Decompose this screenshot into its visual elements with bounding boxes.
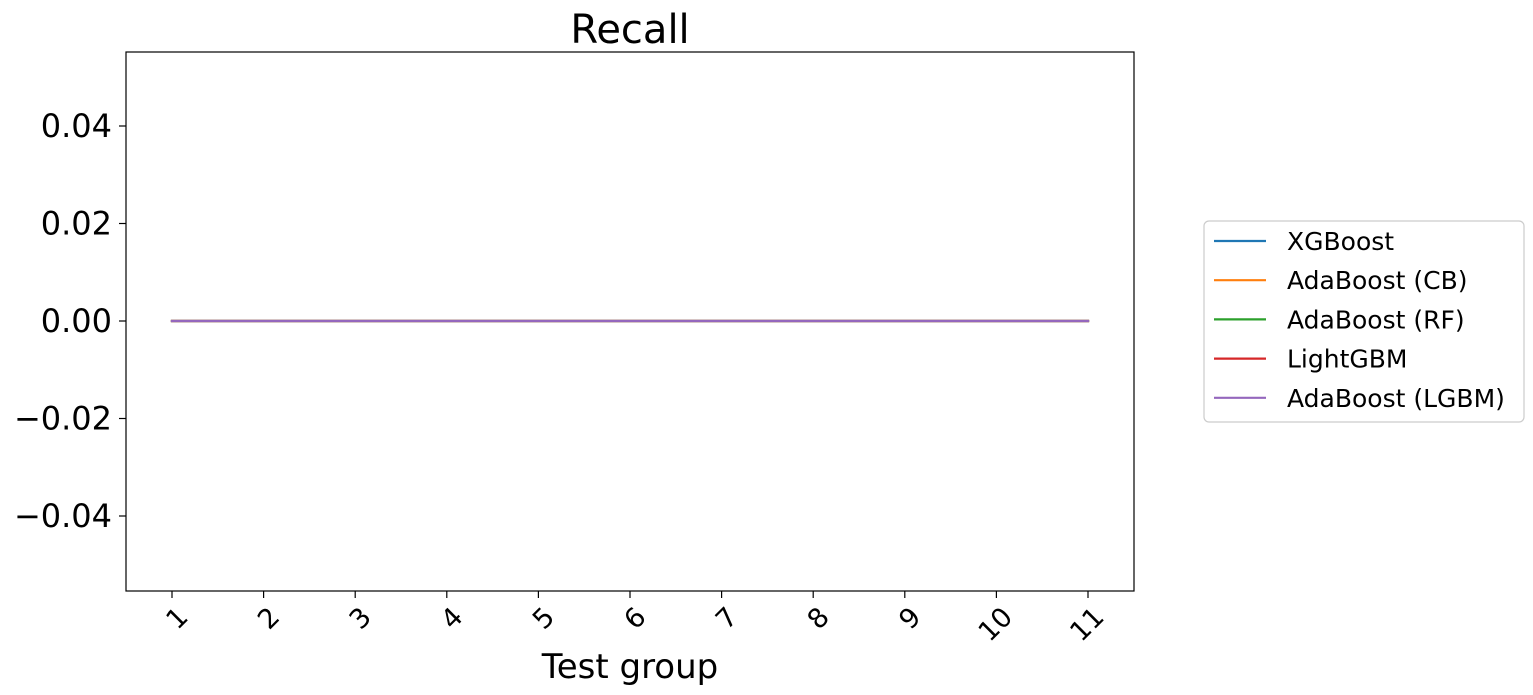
legend: XGBoost AdaBoost (CB) AdaBoost (RF) LightGB… xyxy=(1203,220,1525,423)
y-axis: −0.04 −0.02 0.00 0.02 0.04 xyxy=(14,107,126,535)
x-tick-label: 11 xyxy=(1064,602,1110,648)
legend-frame xyxy=(1203,220,1525,423)
legend-items: XGBoost AdaBoost (CB) AdaBoost (RF) LightGB… xyxy=(1214,227,1505,413)
y-tick-label: −0.04 xyxy=(14,497,112,535)
y-tick-label: 0.04 xyxy=(41,107,112,145)
x-tick-label: 8 xyxy=(802,602,836,636)
x-tick-label: 6 xyxy=(618,602,652,636)
x-axis-label: Test group xyxy=(541,647,719,687)
x-tick-label: 1 xyxy=(160,602,194,636)
x-tick-label: 9 xyxy=(893,602,927,636)
legend-label: LightGBM xyxy=(1287,345,1407,374)
y-tick-label: 0.00 xyxy=(41,302,112,340)
legend-label: AdaBoost (LGBM) xyxy=(1287,384,1505,413)
x-tick-label: 3 xyxy=(344,602,378,636)
x-tick-label: 10 xyxy=(973,602,1019,648)
x-tick-label: 7 xyxy=(710,602,744,636)
legend-label: XGBoost xyxy=(1287,227,1394,256)
x-tick-label: 2 xyxy=(252,602,286,636)
x-axis: 1 2 3 4 5 6 7 8 9 10 11 xyxy=(160,591,1111,648)
legend-label: AdaBoost (RF) xyxy=(1287,305,1465,334)
x-tick-label: 5 xyxy=(527,602,561,636)
x-tick-label: 4 xyxy=(435,602,469,636)
legend-label: AdaBoost (CB) xyxy=(1287,266,1467,295)
y-tick-label: −0.02 xyxy=(14,400,112,438)
y-tick-label: 0.02 xyxy=(41,205,112,243)
chart-title: Recall xyxy=(570,7,689,53)
